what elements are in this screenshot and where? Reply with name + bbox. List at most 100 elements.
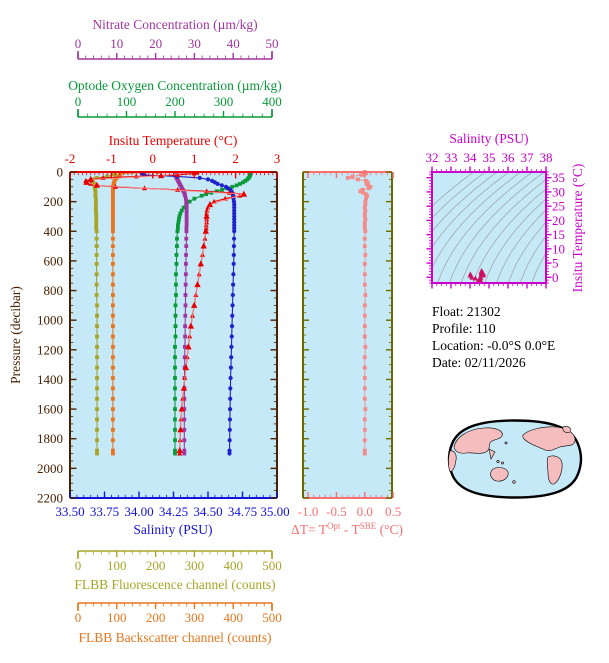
- series-salinity: [139, 172, 237, 456]
- tick-label: 30: [552, 184, 565, 199]
- ts-temperature-axis-title: Insitu Temperature (°C): [570, 164, 585, 293]
- oxygen-axis-title: Optode Oxygen Concentration (µm/kg): [68, 78, 282, 93]
- tick-label: 1000: [37, 313, 63, 328]
- tick-label: 34.75: [228, 504, 257, 519]
- tick-label: 1: [191, 151, 198, 166]
- tick-label: 0: [57, 165, 64, 180]
- tick-label: 35: [483, 150, 496, 165]
- tick-label: 0.5: [385, 504, 401, 519]
- map-land-greenland: [562, 426, 571, 433]
- tick-label: 100: [107, 558, 127, 573]
- delta-t-plot-area: [303, 172, 392, 498]
- delta-t-frame: -1.0 -0.5 0.0 0.5: [298, 171, 401, 519]
- tick-label: 35.00: [260, 504, 289, 519]
- map-land-seasia: [488, 448, 496, 460]
- tick-label: 500: [262, 558, 282, 573]
- tick-label: 33.75: [90, 504, 119, 519]
- backscatter-axis-title: FLBB Backscatter channel (counts): [78, 630, 271, 645]
- tick-label: 0: [75, 36, 82, 51]
- tick-label: 1600: [37, 402, 63, 417]
- nitrate-scale-bar: 0 10 20 30 40 50: [75, 36, 279, 60]
- tick-label: -1.0: [298, 504, 319, 519]
- tick-label: -0.5: [326, 504, 347, 519]
- plot-backgrounds: [70, 172, 546, 498]
- tick-label: 1400: [37, 372, 63, 387]
- float-id-line: Float: 21302: [432, 304, 501, 319]
- tick-label: 38: [540, 150, 553, 165]
- tick-label: 600: [44, 253, 64, 268]
- map-island-new-zealand: [512, 480, 516, 484]
- tick-label: 400: [44, 224, 64, 239]
- tick-label: 33: [445, 150, 458, 165]
- tick-label: 20: [149, 36, 162, 51]
- fluorescence-axis-title: FLBB Fluorescence channel (counts): [74, 577, 275, 592]
- tick-label: 32: [426, 150, 439, 165]
- tick-label: 100: [107, 610, 127, 625]
- tick-label: 20: [552, 213, 565, 228]
- backscatter-scale-bar: 0 100 200 300 400 500: [75, 602, 282, 625]
- tick-label: 5: [552, 256, 559, 271]
- tick-label: 35: [552, 170, 565, 185]
- tick-label: 30: [188, 36, 201, 51]
- tick-label: 34.00: [124, 504, 153, 519]
- location-line: Location: -0.0°S 0.0°E: [432, 338, 555, 353]
- tick-label: -2: [65, 151, 76, 166]
- tick-label: 400: [223, 558, 243, 573]
- map-island-2: [501, 461, 504, 465]
- ts-salinity-axis-title: Salinity (PSU): [449, 131, 528, 146]
- profile-number-line: Profile: 110: [432, 321, 496, 336]
- tick-label: 1200: [37, 342, 63, 357]
- tick-label: 2: [232, 151, 239, 166]
- tick-label: 15: [552, 227, 565, 242]
- tick-label: 50: [266, 36, 279, 51]
- tick-label: 1800: [37, 431, 63, 446]
- pressure-axis-title: Pressure (decibar): [8, 286, 23, 384]
- map-island-3: [504, 441, 508, 445]
- map-land-australia: [490, 467, 509, 482]
- tick-label: 300: [185, 610, 205, 625]
- float-info: Float: 21302 Profile: 110 Location: -0.0…: [432, 304, 555, 370]
- axes-and-ticks: -2 -1 0 1 2 333.50 33.75 34.00 34.25 34.50 34.75 35…: [37, 36, 565, 625]
- tick-label: 300: [214, 94, 234, 109]
- tick-label: 200: [165, 94, 185, 109]
- tick-label: 34: [464, 150, 478, 165]
- tick-label: 34.25: [159, 504, 188, 519]
- tick-label: 36: [502, 150, 516, 165]
- tick-label: 37: [521, 150, 535, 165]
- tick-label: 0.0: [357, 504, 373, 519]
- ts-plot-area: [432, 172, 546, 283]
- main-plot-area: [70, 172, 277, 498]
- delta-t-axis-title: ΔT= TOpt - TSBE (°C): [291, 521, 403, 537]
- tick-label: 200: [146, 558, 166, 573]
- tick-label: 0: [552, 270, 559, 285]
- temperature-axis-title: Insitu Temperature (°C): [109, 133, 238, 148]
- date-line: Date: 02/11/2026: [432, 355, 526, 370]
- tick-label: 0: [75, 94, 82, 109]
- map-island-1: [496, 459, 500, 463]
- tick-label: 10: [552, 241, 565, 256]
- tick-label: 400: [262, 94, 282, 109]
- map-land-eurasia: [453, 427, 503, 454]
- oxygen-scale-bar: 0 100 200 300 400: [75, 94, 282, 118]
- tick-label: 100: [117, 94, 137, 109]
- tick-label: 33.50: [55, 504, 84, 519]
- ts-isopycnal-contours: [432, 172, 546, 283]
- salinity-axis-title: Salinity (PSU): [133, 522, 212, 537]
- tick-label: 200: [44, 194, 64, 209]
- tick-label: 200: [146, 610, 166, 625]
- tick-label: 0: [150, 151, 157, 166]
- tick-label: 10: [110, 36, 123, 51]
- tick-label: 500: [262, 610, 282, 625]
- map-land-south-america: [546, 455, 563, 485]
- tick-label: 3: [274, 151, 281, 166]
- tick-label: 0: [75, 558, 82, 573]
- map-land-north-america: [522, 426, 576, 451]
- world-map: [447, 419, 583, 499]
- tick-label: 800: [44, 283, 64, 298]
- fluorescence-scale-bar: 0 100 200 300 400 500: [75, 550, 282, 573]
- tick-label: 25: [552, 199, 565, 214]
- tick-label: 0: [75, 610, 82, 625]
- tick-label: 40: [227, 36, 240, 51]
